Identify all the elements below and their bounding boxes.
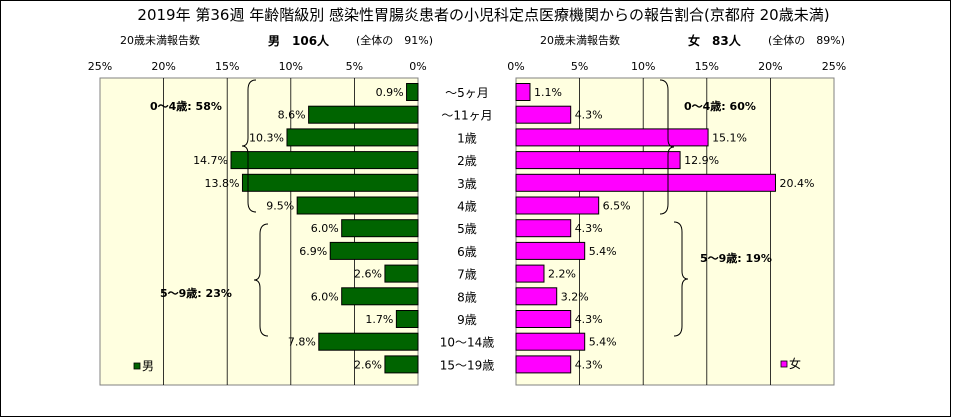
male-bar [341,219,419,238]
chart-title: 2019年 第36週 年齢階級別 感染性胃腸炎患者の小児科定点医療機関からの報告… [137,6,830,24]
left-tick-label: 10% [279,60,303,73]
male-bar [384,355,419,374]
female-bar [515,355,572,374]
female-bar [515,105,572,124]
male-bar [241,173,419,192]
male-bar [308,105,419,124]
female-value-label: 4.3% [575,109,603,122]
male-value-label: 2.6% [354,358,382,371]
female-bar [515,241,586,260]
male-value-label: 8.6% [278,109,306,122]
female-bar [515,173,776,192]
left-annotation-0-4: 0～4歳: 58% [150,99,222,113]
male-bar [341,287,419,306]
right-annotation-5-9: 5～9歳: 19% [700,251,772,265]
female-bar [515,128,709,147]
right-annotation-0-4: 0～4歳: 60% [684,99,756,113]
male-bar [384,264,419,283]
male-value-label: 9.5% [266,200,294,213]
left-header-count: 男 106人 [268,33,330,48]
male-value-label: 13.8% [205,177,240,190]
male-bar [395,310,419,328]
left-header-share: (全体の 91%) [356,33,433,47]
category-label: 3歳 [457,177,477,191]
female-bar [515,151,681,170]
category-label: 8歳 [457,290,477,304]
right-tick-label: 10% [631,60,655,73]
category-label: ～5ヶ月 [445,86,489,100]
right-bracket-5-9 [673,221,689,337]
left-tick-label: 5% [346,60,363,73]
right-tick-label: 20% [758,60,782,73]
right-tick-label: 5% [571,60,588,73]
male-bar [406,83,419,101]
category-label: 6歳 [457,245,477,259]
male-legend-label: 男 [142,359,154,373]
female-bar [515,196,600,215]
male-value-label: 7.8% [288,336,316,349]
male-value-label: 6.9% [299,245,327,258]
female-bar [515,332,586,351]
male-value-label: 10.3% [249,131,284,144]
category-label: 9歳 [457,313,477,327]
male-value-label: 2.6% [354,268,382,281]
female-legend-label: 女 [789,356,801,371]
left-bracket-0-4 [241,79,257,213]
category-label: 10～14歳 [440,336,495,350]
right-tick-label: 0% [507,60,524,73]
left-tick-label: 20% [151,60,175,73]
male-bar [230,151,419,170]
female-value-label: 4.3% [575,313,603,326]
female-bar [515,264,545,283]
female-bar [515,310,572,328]
left-tick-label: 15% [215,60,239,73]
female-value-label: 12.9% [684,154,719,167]
female-bar [515,287,558,306]
category-label: 1歳 [457,131,477,145]
female-value-label: 5.4% [589,336,617,349]
category-label: 4歳 [457,200,477,214]
male-bar [318,332,419,351]
left-annotation-5-9: 5～9歳: 23% [160,286,232,300]
right-header-share: (全体の 89%) [768,33,845,47]
female-bar [515,219,572,238]
right-tick-label: 25% [822,60,846,73]
female-value-label: 3.2% [561,290,589,303]
left-tick-label: 0% [409,60,426,73]
male-value-label: 6.0% [311,222,339,235]
category-label: 7歳 [457,268,477,282]
male-value-label: 14.7% [193,154,228,167]
right-header-count: 女 83人 [688,33,742,48]
female-value-label: 5.4% [589,245,617,258]
category-label: 2歳 [457,154,477,168]
right-tick-label: 15% [695,60,719,73]
male-bar [296,196,419,215]
category-label: 5歳 [457,222,477,236]
female-value-label: 1.1% [534,86,562,99]
right-header-label: 20歳未満報告数 [540,34,620,47]
male-value-label: 1.7% [365,313,393,326]
female-bar [515,83,531,101]
female-value-label: 15.1% [712,131,747,144]
male-value-label: 0.9% [376,86,404,99]
left-tick-label: 25% [88,60,112,73]
female-value-label: 6.5% [603,200,631,213]
female-value-label: 4.3% [575,222,603,235]
female-value-label: 20.4% [779,177,814,190]
right-bracket-0-4 [659,79,675,215]
male-bar [286,128,419,147]
male-bar [329,241,419,260]
female-value-label: 2.2% [548,268,576,281]
left-header-label: 20歳未満報告数 [120,34,200,47]
category-label: 15～19歳 [440,358,495,372]
left-bracket-5-9 [253,223,269,337]
female-value-label: 4.3% [575,358,603,371]
female-legend-swatch [780,360,788,368]
category-label: ～11ヶ月 [441,109,492,123]
male-value-label: 6.0% [311,290,339,303]
male-legend-swatch [133,362,141,370]
